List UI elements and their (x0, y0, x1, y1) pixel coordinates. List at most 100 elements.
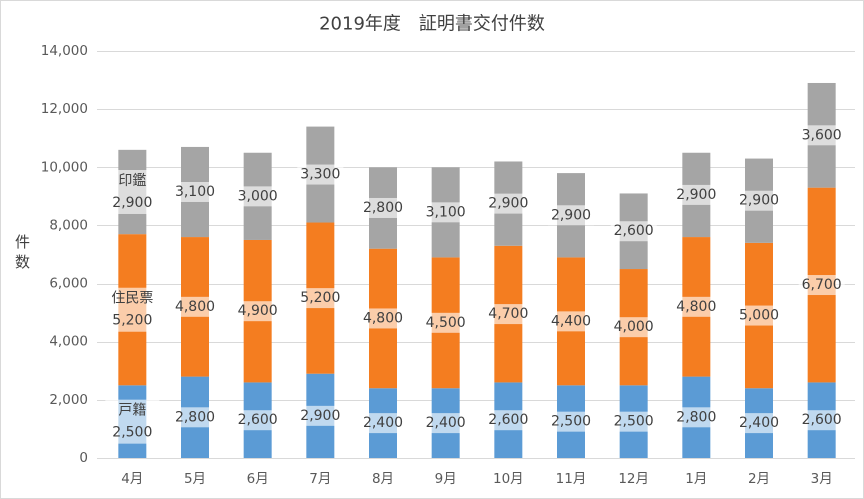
y-axis-title: 件数 (13, 234, 31, 274)
data-label: 5,200 (112, 313, 152, 329)
data-label-background (422, 413, 469, 434)
data-label-background (360, 197, 406, 218)
data-label-background (548, 411, 594, 432)
x-tick-label: 8月 (372, 471, 394, 487)
data-label-background (736, 305, 782, 326)
data-label: 3,100 (175, 184, 215, 200)
data-label: 2,400 (363, 415, 403, 431)
data-label-background (610, 317, 657, 338)
x-tick-label: 11月 (556, 471, 587, 487)
data-label: 5,000 (739, 308, 779, 324)
x-tick-label: 9月 (435, 471, 457, 487)
y-tick-label: 4,000 (49, 334, 88, 350)
data-label-background (673, 184, 720, 205)
data-label-background (297, 405, 344, 426)
data-label: 2,900 (488, 196, 528, 212)
data-label: 2,900 (739, 193, 779, 209)
data-label: 4,500 (426, 315, 466, 331)
data-label-background (297, 164, 344, 185)
data-label: 2,600 (802, 412, 842, 428)
data-label: 3,000 (238, 188, 278, 204)
data-label: 4,700 (488, 306, 528, 322)
y-tick-label: 8,000 (49, 217, 88, 233)
x-tick-label: 6月 (247, 471, 269, 487)
data-label-background (798, 275, 845, 296)
data-label: 6,700 (802, 277, 842, 293)
data-label-background (234, 410, 281, 431)
series-name-label: 印鑑 (118, 172, 146, 189)
x-tick-label: 2月 (748, 471, 770, 487)
data-label-background (548, 205, 594, 226)
data-label: 2,500 (614, 414, 654, 430)
data-label-background (610, 411, 657, 432)
data-label-background (172, 407, 218, 428)
data-label: 2,900 (112, 195, 152, 211)
data-label: 2,900 (676, 187, 716, 203)
data-label-background (105, 399, 160, 444)
data-label: 2,400 (739, 415, 779, 431)
series-name-label: 住民票 (111, 291, 153, 307)
data-label: 2,500 (551, 414, 591, 430)
data-label-background (105, 169, 160, 214)
x-axis-ticks: 4月 5月 6月 7月 8月 9月 10月 11月 12月 1月 2月 3月 (121, 471, 832, 487)
data-label-background (422, 202, 469, 223)
chart-title: 2019年度 証明書交付件数 (319, 14, 545, 35)
x-tick-label: 5月 (184, 471, 206, 487)
x-tick-label: 3月 (811, 471, 833, 487)
data-label-background (360, 308, 406, 329)
data-label-background (234, 186, 281, 207)
data-label: 3,600 (802, 127, 842, 143)
data-label: 2,900 (300, 408, 340, 424)
data-label: 4,800 (175, 299, 215, 315)
data-label-background (105, 287, 160, 332)
data-label-background (736, 190, 782, 211)
data-label-background (673, 296, 720, 317)
x-tick-label: 10月 (493, 471, 524, 487)
x-tick-label: 7月 (309, 471, 331, 487)
data-label: 2,500 (112, 425, 152, 441)
data-label: 2,600 (238, 412, 278, 428)
data-labels: 戸籍 2,500 住民票 5,200 印鑑 2,900 2,800 4,800 3,100 2,6… (105, 125, 845, 444)
x-tick-label: 4月 (121, 471, 143, 487)
data-label-background (610, 221, 657, 242)
data-label-background (485, 193, 532, 214)
data-label-background (360, 413, 406, 434)
y-tick-label: 10,000 (41, 159, 88, 175)
y-tick-label: 6,000 (49, 276, 88, 292)
data-label-background (798, 125, 845, 146)
data-label: 2,800 (175, 409, 215, 425)
data-label-background (485, 304, 532, 325)
data-label: 2,400 (426, 415, 466, 431)
data-label: 4,800 (363, 310, 403, 326)
data-label-background (548, 311, 594, 332)
x-tick-label: 1月 (685, 471, 707, 487)
data-label-background (422, 312, 469, 333)
data-label-background (172, 296, 218, 317)
data-label-background (798, 410, 845, 431)
y-tick-label: 0 (79, 450, 88, 466)
data-label: 2,800 (676, 409, 716, 425)
y-tick-label: 14,000 (41, 43, 88, 59)
y-tick-label: 2,000 (49, 392, 88, 408)
data-label: 2,800 (363, 200, 403, 216)
gridlines (97, 51, 855, 459)
data-label: 3,300 (300, 167, 340, 183)
data-label-background (234, 301, 281, 322)
y-tick-label: 12,000 (41, 101, 88, 117)
data-label: 2,600 (488, 412, 528, 428)
data-label: 3,100 (426, 204, 466, 220)
data-label-background (736, 413, 782, 434)
data-label: 4,000 (614, 319, 654, 335)
data-label-background (673, 407, 720, 428)
data-label-background (172, 181, 218, 202)
data-label: 4,400 (551, 313, 591, 329)
y-axis-ticks: 0 2,000 4,000 6,000 8,000 10,000 12,000 14,000 (41, 43, 88, 466)
data-label: 2,900 (551, 207, 591, 223)
series-name-label: 戸籍 (118, 402, 146, 419)
x-tick-label: 12月 (618, 471, 649, 487)
data-label: 4,900 (238, 303, 278, 319)
data-label-background (485, 410, 532, 431)
data-label: 5,200 (300, 290, 340, 306)
